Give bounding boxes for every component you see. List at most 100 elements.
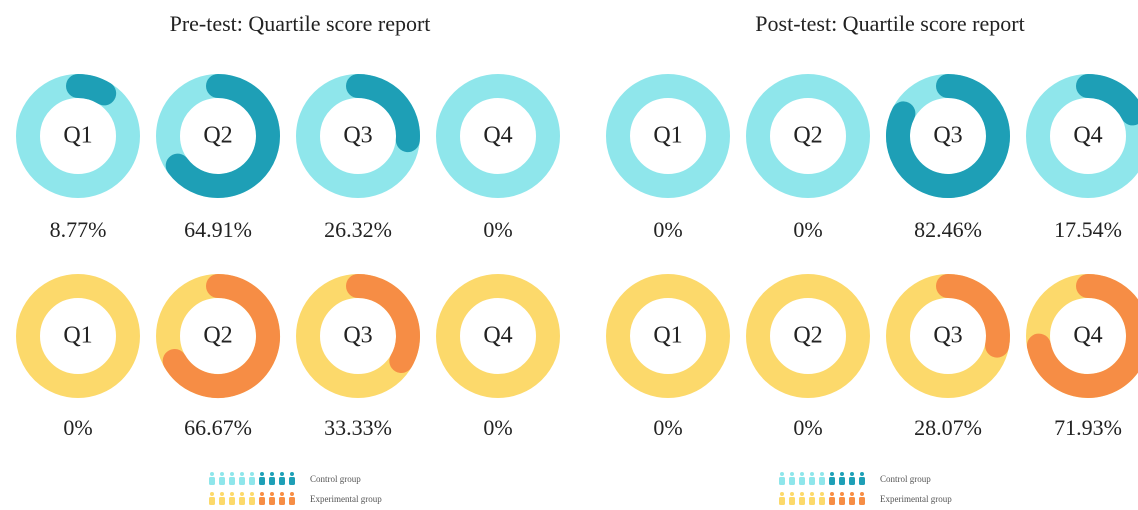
legend-icon [819,497,825,505]
donut-track [606,74,730,198]
donut-track [746,74,870,198]
legend-icon [280,492,284,496]
value-label: 33.33% [324,415,392,440]
legend-icon [800,492,804,496]
legend-icon [249,477,255,485]
legend-icon [809,477,815,485]
legend-label: Experimental group [880,494,952,504]
donut-track [436,274,560,398]
quartile-label: Q2 [203,323,232,349]
legend-icon [810,492,814,496]
value-label: 0% [793,415,822,440]
legend-icon [859,497,865,505]
legend-icon [240,492,244,496]
legend-icon [209,497,215,505]
value-label: 0% [483,217,512,242]
quartile-label: Q1 [653,323,682,349]
legend-label: Control group [880,474,931,484]
value-label: 71.93% [1054,415,1122,440]
legend-icon [829,497,835,505]
quartile-label: Q4 [483,123,512,149]
quartile-label: Q3 [933,123,962,149]
donut-track [436,74,560,198]
legend-icon [839,497,845,505]
legend-icon [820,472,824,476]
chart-title: Pre-test: Quartile score report [170,11,431,36]
legend-icon [249,497,255,505]
legend-icon [270,472,274,476]
legend-icon [239,497,245,505]
legend-icon [790,492,794,496]
legend-icon [839,477,845,485]
legend-icon [790,472,794,476]
donut-track [746,274,870,398]
legend-icon [220,472,224,476]
legend-icon [229,497,235,505]
legend-icon [290,472,294,476]
legend-icon [820,492,824,496]
legend-icon [810,472,814,476]
legend-icon [840,492,844,496]
quartile-label: Q3 [343,123,372,149]
donut-arc [936,274,1010,358]
legend-icon [269,477,275,485]
legend-icon [799,477,805,485]
legend-icon [859,477,865,485]
donut-arc [346,274,420,373]
quartile-label: Q2 [793,323,822,349]
quartile-label: Q2 [203,123,232,149]
legend-icon [259,477,265,485]
legend-icon [210,492,214,496]
value-label: 0% [653,217,682,242]
legend-icon [279,497,285,505]
legend-icon [780,492,784,496]
value-label: 66.67% [184,415,252,440]
legend-icon [239,477,245,485]
legend-icon [850,492,854,496]
legend-icon [250,492,254,496]
quartile-label: Q2 [793,123,822,149]
legend-icon [830,492,834,496]
legend-icon [219,477,225,485]
legend-icon [269,497,275,505]
legend-icon [230,492,234,496]
legend-icon [830,472,834,476]
value-label: 0% [653,415,682,440]
legend-icon [860,472,864,476]
legend-icon [289,477,295,485]
donut-arc [1076,74,1138,126]
legend-icon [840,472,844,476]
quartile-label: Q1 [653,123,682,149]
value-label: 0% [63,415,92,440]
value-label: 26.32% [324,217,392,242]
legend-icon [819,477,825,485]
legend-icon [800,472,804,476]
legend-icon [789,497,795,505]
legend-icon [280,472,284,476]
legend-icon [289,497,295,505]
legend-icon [860,492,864,496]
legend-icon [260,472,264,476]
legend-icon [780,472,784,476]
chart-title: Post-test: Quartile score report [755,11,1024,36]
value-label: 28.07% [914,415,982,440]
legend-icon [849,477,855,485]
legend-icon [219,497,225,505]
donut-arc [162,274,280,398]
legend-icon [210,472,214,476]
quartile-label: Q4 [1073,323,1102,349]
legend-label: Control group [310,474,361,484]
legend-icon [290,492,294,496]
legend-icon [849,497,855,505]
value-label: 0% [483,415,512,440]
legend-icon [209,477,215,485]
donut-arc [1026,274,1138,398]
legend-icon [270,492,274,496]
quartile-label: Q3 [933,323,962,349]
legend-icon [829,477,835,485]
quartile-label: Q4 [1073,123,1102,149]
donut-track [16,274,140,398]
legend-icon [230,472,234,476]
legend-icon [809,497,815,505]
